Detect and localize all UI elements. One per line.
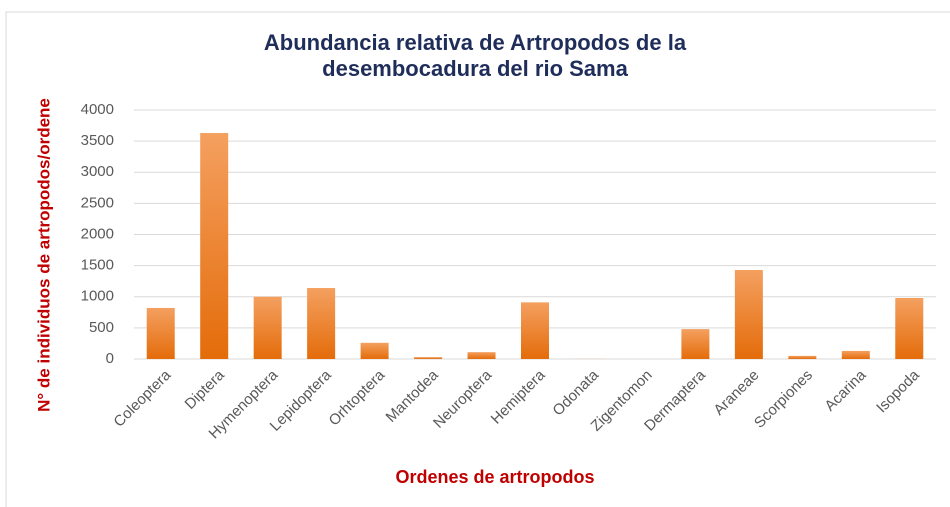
x-tick-label: Orhtoptera: [326, 366, 389, 429]
bar: [253, 296, 282, 359]
x-tick-label: Odonata: [549, 366, 602, 419]
bar: [895, 297, 924, 359]
x-tick-label: Acarina: [821, 366, 869, 414]
chart-title: Abundancia relativa de Artropodos de la …: [263, 30, 687, 81]
y-tick-label: 2500: [81, 194, 114, 211]
x-tick-label: Hemiptera: [488, 366, 549, 427]
bar: [414, 357, 443, 359]
bar: [307, 288, 336, 359]
y-tick-label: 2000: [81, 225, 114, 242]
x-axis-label: Ordenes de artropodos: [395, 467, 594, 487]
x-tick-label: Diptera: [182, 366, 229, 413]
bar: [841, 350, 870, 359]
y-axis-label: N° de individuos de artropodos/ordene: [34, 98, 53, 412]
y-tick-label: 3000: [81, 163, 114, 180]
bar: [146, 307, 175, 359]
y-tick-label: 3500: [81, 132, 114, 149]
y-tick-label: 500: [89, 319, 114, 336]
y-tick-label: 1000: [81, 288, 114, 305]
y-tick-label: 1500: [81, 257, 114, 274]
bar: [681, 329, 710, 359]
bar: [360, 342, 389, 359]
y-tick-label: 4000: [81, 101, 114, 118]
x-tick-label: Coleoptera: [110, 366, 174, 430]
bar: [788, 355, 817, 359]
bar: [734, 269, 763, 359]
x-tick-label: Isopoda: [873, 366, 923, 416]
x-tick-label: Araneae: [710, 367, 762, 419]
bar: [467, 352, 496, 359]
x-tick-label: Neuroptera: [430, 366, 496, 432]
x-tick-label: Scorpiones: [751, 367, 816, 432]
bar: [200, 133, 229, 359]
bar: [521, 302, 549, 359]
y-tick-label: 0: [106, 350, 114, 367]
chart-frame: [5, 11, 950, 507]
